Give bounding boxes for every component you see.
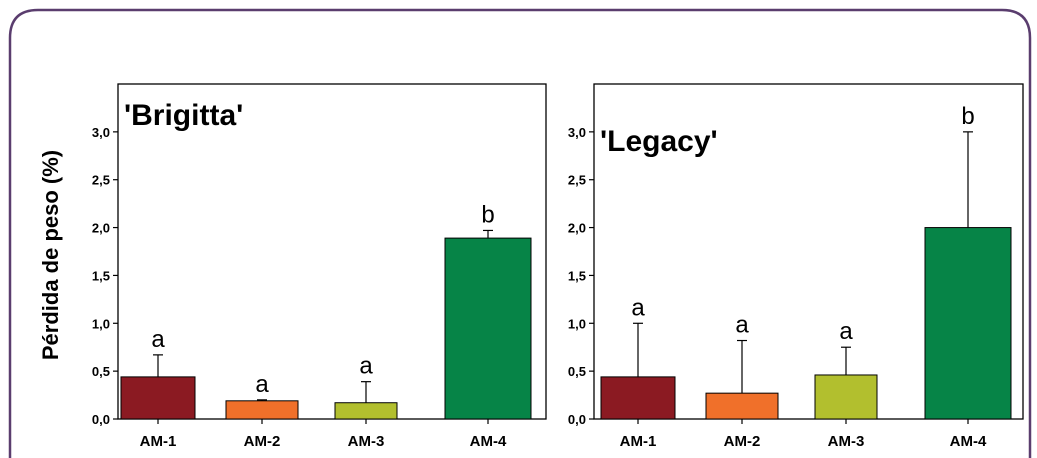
- bar: [705, 392, 779, 420]
- significance-letter: a: [151, 326, 165, 353]
- significance-letter: a: [735, 312, 749, 339]
- chart-panel-legacy: 'Legacy' 0,0 0,5 1,0 1,5 2,0 2,5 3,0 a AM-1 a AM-2…: [568, 83, 1024, 450]
- bar: [924, 227, 1012, 420]
- significance-letter: a: [255, 371, 269, 398]
- y-tick-label: 1,5: [92, 268, 110, 283]
- y-tick-label: 1,0: [568, 316, 586, 331]
- x-tick-label: AM-3: [828, 433, 865, 450]
- x-tick-label: AM-1: [140, 433, 177, 450]
- y-tick-label: 3,0: [92, 125, 110, 140]
- panel-title: 'Brigitta': [124, 99, 243, 132]
- significance-letter: a: [631, 294, 645, 321]
- y-tick-label: 0,0: [92, 412, 110, 427]
- significance-letter: a: [359, 353, 373, 380]
- x-tick-label: AM-1: [620, 433, 657, 450]
- bar: [334, 402, 398, 420]
- bar: [444, 237, 532, 420]
- y-tick-label: 0,5: [568, 364, 586, 379]
- y-tick-label: 2,5: [92, 173, 110, 188]
- y-tick-label: 3,0: [568, 125, 586, 140]
- x-tick-label: AM-4: [950, 433, 987, 450]
- x-tick-label: AM-3: [348, 433, 385, 450]
- x-tick-label: AM-2: [724, 433, 761, 450]
- figure-frame-border: [8, 8, 1032, 458]
- panel-title: 'Legacy': [600, 125, 718, 158]
- bar: [814, 374, 878, 420]
- significance-letter: b: [961, 103, 974, 130]
- significance-letter: a: [839, 318, 853, 345]
- x-tick-label: AM-2: [244, 433, 281, 450]
- chart-panel-brigitta: 'Brigitta' 0,0 0,5 1,0 1,5 2,0 2,5 3,0 a AM-1 a AM…: [92, 83, 547, 450]
- y-tick-label: 2,0: [568, 221, 586, 236]
- y-tick-label: 1,5: [568, 268, 586, 283]
- y-tick-label: 1,0: [92, 316, 110, 331]
- bar: [225, 400, 299, 420]
- x-tick-label: AM-4: [470, 433, 507, 450]
- y-tick-label: 2,5: [568, 173, 586, 188]
- y-tick-label: 2,0: [92, 221, 110, 236]
- significance-letter: b: [481, 201, 494, 228]
- y-tick-label: 0,5: [92, 364, 110, 379]
- bar: [120, 376, 196, 420]
- y-tick-label: 0,0: [568, 412, 586, 427]
- bar: [600, 376, 676, 420]
- y-axis-label: Pérdida de peso (%): [38, 150, 63, 360]
